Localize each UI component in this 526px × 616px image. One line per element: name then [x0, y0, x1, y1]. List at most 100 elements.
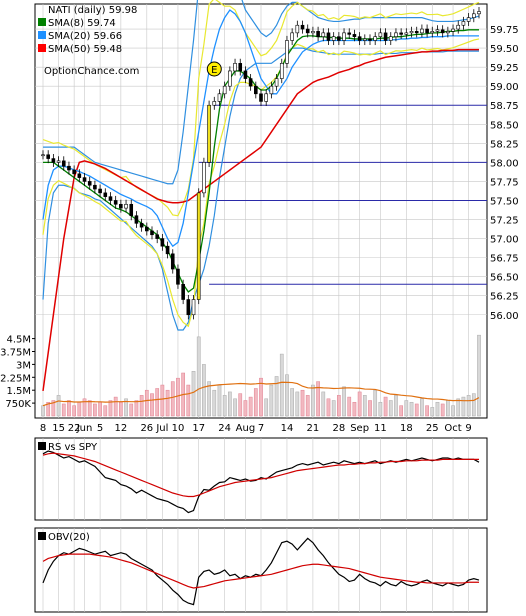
candle-body: [233, 63, 237, 72]
volume-bar: [202, 364, 206, 417]
x-tick-label: 18: [400, 423, 413, 434]
volume-bar: [233, 398, 237, 417]
volume-bar: [82, 398, 87, 417]
candle-body: [254, 85, 258, 95]
candle-body: [399, 32, 403, 35]
x-tick-label: 22: [68, 423, 81, 434]
x-tick-label: 10: [172, 423, 185, 434]
volume-bar: [113, 396, 118, 417]
x-tick-label: 12: [114, 423, 127, 434]
candle-body: [155, 234, 159, 239]
candle-body: [440, 29, 445, 34]
volume-bar: [326, 398, 331, 417]
candle-body: [217, 93, 222, 102]
volume-bar: [176, 377, 180, 417]
volume-bar: [259, 377, 263, 417]
volume-bar: [165, 389, 170, 417]
panel-legend-swatch: [38, 532, 46, 540]
volume-bar: [466, 395, 471, 417]
candle-body: [51, 158, 56, 163]
y-tick-label: 57.25: [490, 216, 519, 227]
volume-bar: [77, 401, 82, 417]
candle-body: [56, 160, 61, 163]
volume-bar: [243, 400, 248, 417]
candle-body: [466, 17, 471, 22]
volume-bar: [108, 400, 113, 417]
volume-bar: [160, 384, 165, 417]
volume-bar: [430, 407, 435, 417]
bollinger-upper-line: [43, 0, 480, 185]
candle-body: [98, 188, 102, 194]
candle-body: [337, 36, 341, 41]
volume-bar: [253, 388, 258, 417]
y-tick-label: 57.75: [490, 177, 519, 188]
volume-bar: [279, 353, 284, 417]
candle-body: [207, 104, 211, 163]
earnings-marker-label: E: [211, 65, 217, 76]
volume-bar: [425, 405, 429, 417]
candle-body: [87, 181, 92, 186]
bollinger-lower-line: [42, 47, 479, 331]
volume-average-line: [42, 381, 480, 407]
y-tick-label: 56.50: [490, 273, 519, 284]
volume-bar: [305, 395, 310, 417]
candle-body: [93, 184, 97, 190]
rs-panel-title: RS vs SPY: [48, 442, 98, 453]
x-tick-label: 9: [465, 423, 471, 434]
volume-bar: [362, 395, 367, 417]
panel-legend-swatch: [38, 442, 46, 450]
candle-body: [326, 32, 331, 41]
candle-body: [228, 70, 232, 87]
candle-body: [274, 78, 279, 87]
candle-body: [46, 154, 50, 159]
volume-tick-label: 1.5M: [6, 386, 31, 397]
obv-average-line: [42, 553, 479, 589]
volume-bar: [440, 403, 445, 417]
candle-body: [425, 28, 429, 34]
x-tick-label: 21: [307, 423, 320, 434]
candle-body: [248, 78, 253, 87]
volume-bar: [155, 388, 160, 417]
x-tick-label: 25: [426, 423, 439, 434]
x-tick-label: Jul: [155, 423, 168, 434]
candle-body: [461, 21, 466, 26]
volume-bar: [212, 389, 217, 417]
volume-bar: [217, 384, 222, 417]
rs-line: [42, 450, 480, 514]
volume-bar: [207, 381, 211, 417]
volume-bar: [269, 384, 274, 417]
volume-bar: [248, 396, 253, 417]
legend-swatch: [38, 18, 46, 26]
candle-body: [181, 283, 185, 300]
candle-body: [446, 31, 450, 34]
volume-tick-label: 4.5M: [6, 335, 31, 346]
volume-bar: [238, 393, 243, 417]
volume-bar: [451, 405, 455, 417]
candle-body: [451, 28, 455, 32]
candle-body: [134, 215, 139, 224]
candle-body: [243, 70, 248, 79]
x-tick-label: 24: [218, 423, 231, 434]
candle-body: [290, 32, 294, 41]
candle-body: [61, 160, 66, 167]
candle-body: [456, 24, 461, 30]
candle-body: [67, 165, 71, 171]
ticker-label: NATI (daily) 59.98: [48, 5, 137, 16]
candle-body: [435, 29, 440, 32]
candle-body: [430, 31, 435, 34]
candle-body: [347, 32, 352, 35]
y-tick-label: 58.75: [490, 101, 519, 112]
volume-bar: [124, 398, 128, 417]
candle-body: [238, 63, 243, 72]
y-tick-label: 58.50: [490, 120, 519, 131]
candle-body: [222, 85, 227, 95]
volume-bar: [274, 376, 279, 417]
x-tick-label: 17: [192, 423, 205, 434]
volume-bar: [41, 405, 45, 417]
candle-body: [300, 24, 305, 30]
legend-swatch: [38, 44, 46, 52]
x-tick-label: 5: [97, 423, 103, 434]
x-tick-label: Jun: [76, 423, 93, 434]
volume-bar: [196, 336, 201, 417]
